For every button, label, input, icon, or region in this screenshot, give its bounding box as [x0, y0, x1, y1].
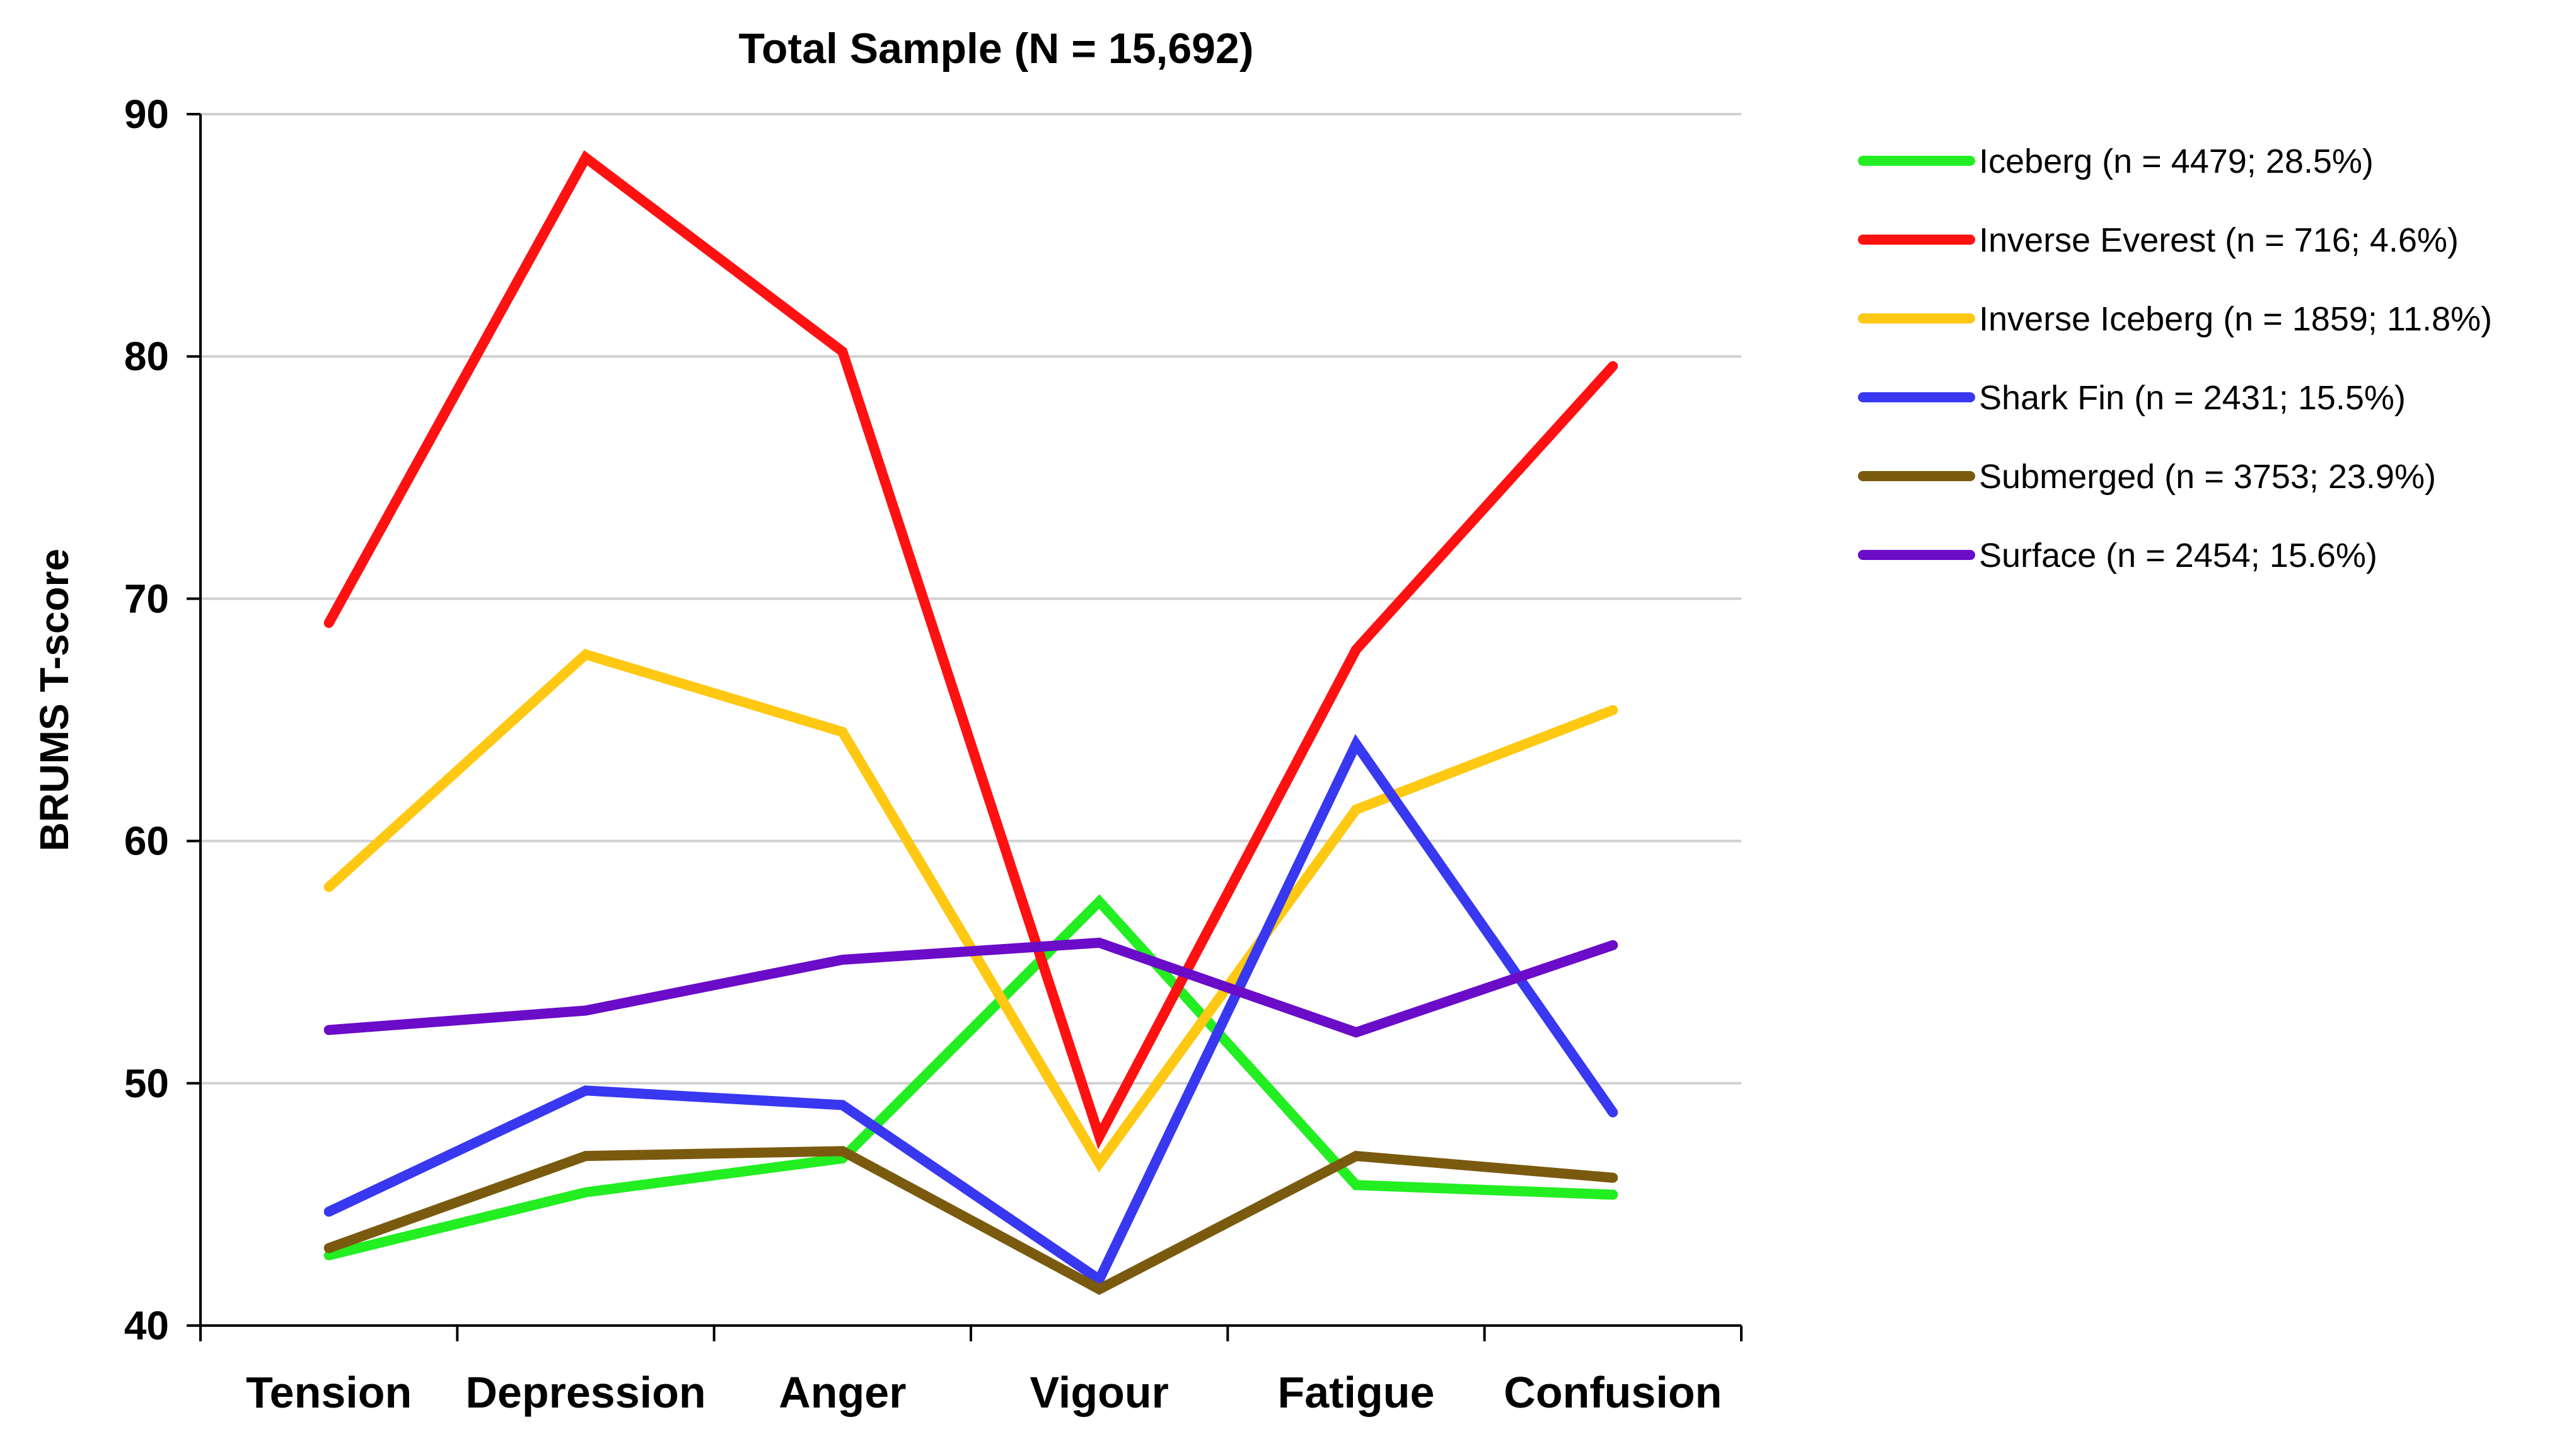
x-tick-label: Depression [465, 1368, 705, 1417]
chart-title: Total Sample (N = 15,692) [739, 25, 1254, 73]
x-tick-label: Confusion [1504, 1368, 1722, 1417]
legend-label: Submerged (n = 3753; 23.9%) [1979, 458, 2436, 496]
y-tick-label: 40 [124, 1303, 169, 1348]
x-tick-label: Fatigue [1278, 1368, 1435, 1417]
legend: Iceberg (n = 4479; 28.5%) Inverse Everest… [1858, 143, 2492, 574]
y-tick-label: 60 [124, 819, 169, 864]
y-axis-label: BRUMS T-score [32, 549, 77, 851]
series-line [323, 1146, 1618, 1295]
series-line [323, 894, 1618, 1261]
legend-label: Inverse Iceberg (n = 1859; 11.8%) [1979, 300, 2492, 338]
x-tick-label: Vigour [1030, 1368, 1168, 1417]
data-series [323, 150, 1618, 1295]
legend-label: Inverse Everest (n = 716; 4.6%) [1979, 221, 2459, 259]
y-tick-label: 50 [124, 1061, 169, 1106]
legend-label: Shark Fin (n = 2431; 15.5%) [1979, 379, 2406, 417]
x-tick-label: Tension [246, 1368, 412, 1417]
y-tick-label: 90 [124, 91, 169, 137]
legend-label: Iceberg (n = 4479; 28.5%) [1979, 143, 2374, 180]
series-line [323, 937, 1618, 1038]
axes: 40 50 60 70 80 90 Tension Depression Anger Vigour… [124, 91, 1743, 1417]
gridlines [200, 113, 1741, 1085]
series-line [323, 734, 1618, 1287]
legend-label: Surface (n = 2454; 15.6%) [1979, 537, 2377, 574]
series-line [323, 150, 1618, 1150]
y-tick-label: 70 [124, 576, 169, 621]
y-tick-label: 80 [124, 334, 169, 379]
x-tick-label: Anger [779, 1368, 906, 1417]
